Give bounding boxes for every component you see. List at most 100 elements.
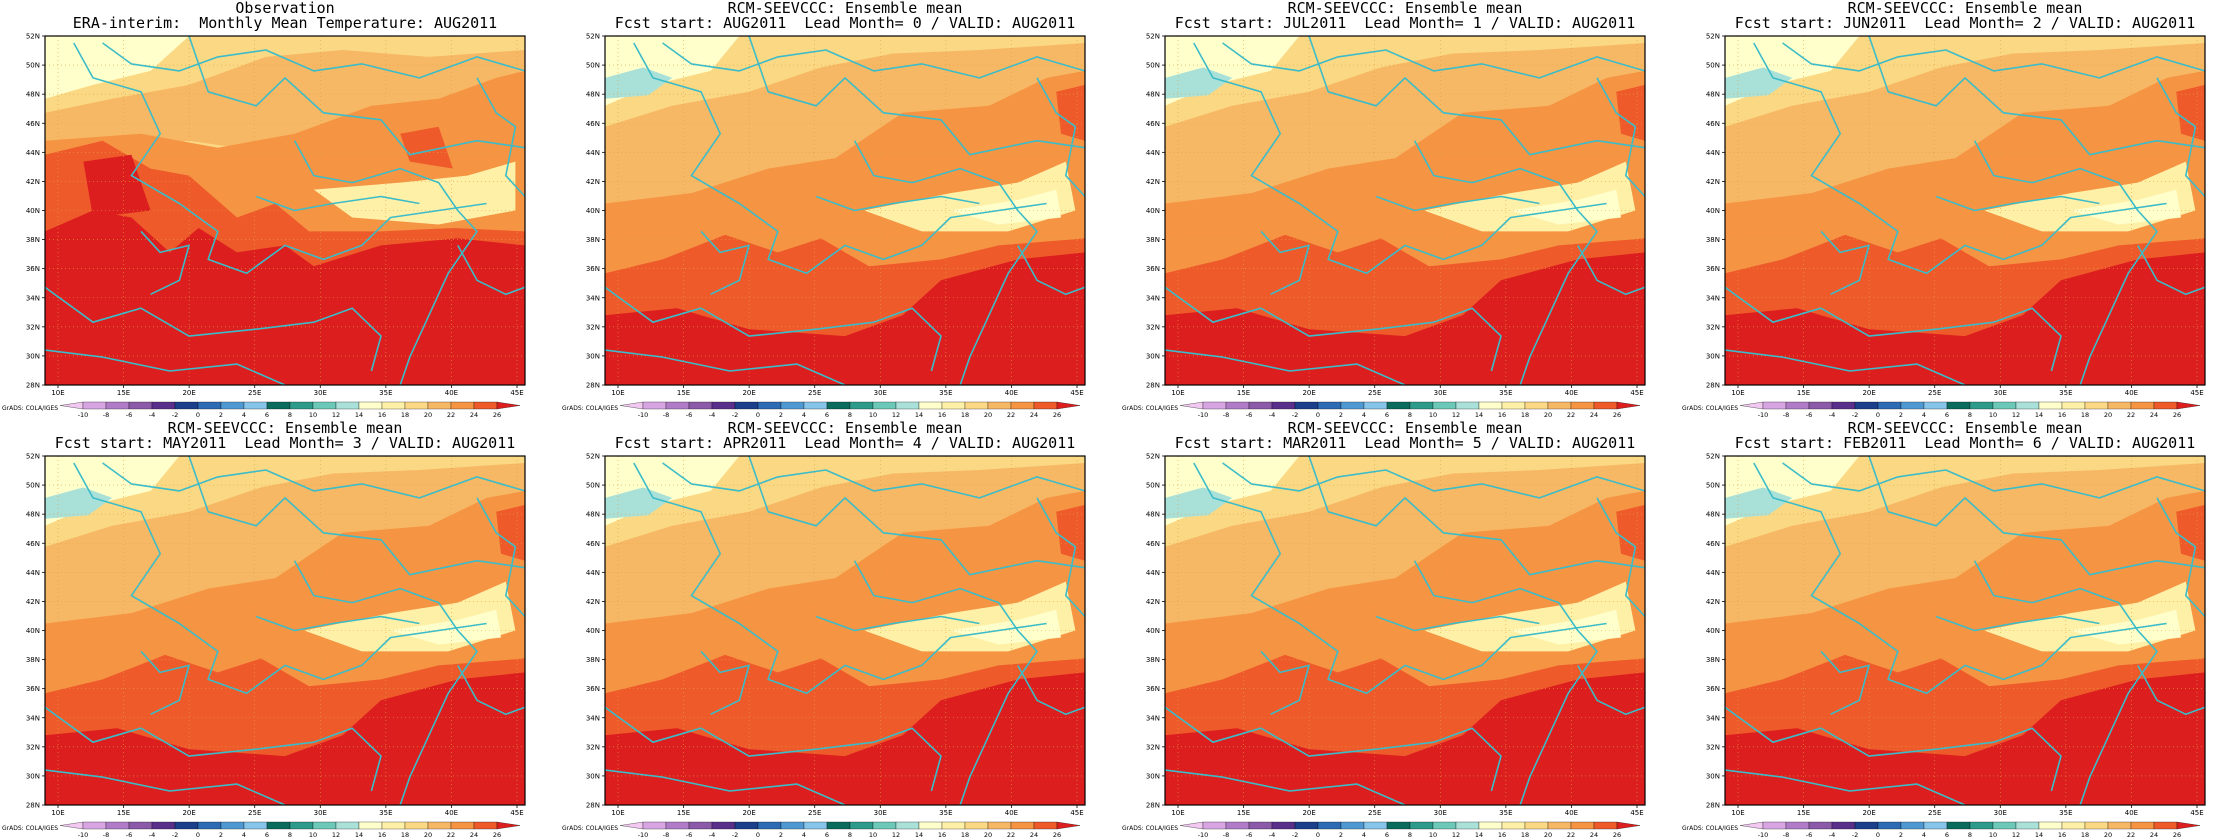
lat-tick-label: 32N <box>1706 743 1720 751</box>
colorbar-label: 26 <box>493 411 501 419</box>
coastline <box>1753 462 2167 695</box>
lon-tick-label: 25E <box>1928 809 1941 817</box>
colorbar-label: -10 <box>638 831 649 839</box>
coastline <box>45 286 382 372</box>
coastline <box>1375 615 1540 632</box>
colorbar-label: 0 <box>196 831 200 839</box>
colorbar-label: -4 <box>709 831 715 839</box>
lon-tick-label: 15E <box>1237 809 1250 817</box>
lat-tick-label: 34N <box>1706 294 1720 302</box>
lon-tick-label: 10E <box>51 389 64 397</box>
colorbar-swatch <box>1294 821 1319 830</box>
coastline <box>1036 497 1085 618</box>
colorbar-label: 20 <box>424 411 432 419</box>
colorbar-swatch <box>1877 821 1902 830</box>
coastline <box>2137 245 2205 296</box>
colorbar-swatch <box>1570 401 1595 410</box>
colorbar-label: 10 <box>309 831 317 839</box>
coastline <box>140 230 190 296</box>
lon-tick-label: 20E <box>182 389 195 397</box>
colorbar-label: 2 <box>1339 831 1343 839</box>
colorbar-label: -6 <box>686 831 692 839</box>
contour-band-26-east <box>1616 504 1645 561</box>
coastline <box>255 195 420 212</box>
colorbar-label: 8 <box>848 831 852 839</box>
colorbar-label: 6 <box>1945 831 1949 839</box>
lat-tick-label: 38N <box>1146 236 1160 244</box>
contour-band-26-east <box>1056 84 1085 141</box>
lat-tick-label: 44N <box>26 569 40 577</box>
lat-tick-label: 28N <box>586 802 600 810</box>
lat-tick-label: 32N <box>586 743 600 751</box>
colorbar-label: 24 <box>2150 831 2158 839</box>
colorbar-label: 22 <box>1567 411 1575 419</box>
coastline <box>605 706 942 792</box>
colorbar-arrow-low <box>1179 821 1204 830</box>
contour-band-26-east <box>1616 84 1645 141</box>
colorbar-label: -4 <box>1829 831 1835 839</box>
coastline <box>605 349 846 385</box>
colorbar-swatch <box>82 401 107 410</box>
colorbar-swatch <box>2061 401 2086 410</box>
colorbar-label: 18 <box>1521 831 1529 839</box>
coastline <box>1973 140 2158 385</box>
colorbar-swatch <box>1762 401 1787 410</box>
colorbar-swatch <box>1340 401 1365 410</box>
coastline <box>1725 769 1966 805</box>
lat-tick-label: 28N <box>586 382 600 390</box>
colorbar-label: 0 <box>1316 831 1320 839</box>
coastline <box>1193 462 1607 695</box>
lon-tick-label: 10E <box>611 809 624 817</box>
coastline <box>1413 140 1598 385</box>
contour-field <box>1165 456 1645 805</box>
lat-tick-label: 46N <box>26 540 40 548</box>
colorbar-swatch <box>427 401 452 410</box>
lon-tick-label: 25E <box>1368 809 1381 817</box>
coastline <box>1165 349 1406 385</box>
contour-field <box>1725 456 2205 805</box>
colorbar-label: -10 <box>1198 411 1209 419</box>
colorbar-label: 8 <box>1408 831 1412 839</box>
colorbar-label: 6 <box>1945 411 1949 419</box>
colorbar-label: 8 <box>288 411 292 419</box>
colorbar-swatch <box>174 821 199 830</box>
contour-field <box>45 456 525 805</box>
colorbar-swatch <box>2015 401 2040 410</box>
colorbar-label: -10 <box>78 831 89 839</box>
colorbar-swatch <box>1808 821 1833 830</box>
colorbar-label: 20 <box>984 411 992 419</box>
lon-tick-label: 35E <box>939 389 952 397</box>
contour-band-16-east <box>390 609 501 645</box>
colorbar-swatch <box>1340 821 1365 830</box>
lon-tick-label: 15E <box>1797 389 1810 397</box>
colorbar-swatch <box>473 401 498 410</box>
colorbar-swatch <box>1501 401 1526 410</box>
colorbar-label: 16 <box>1498 831 1506 839</box>
contour-band-26-east <box>1056 504 1085 561</box>
colorbar-label: 2 <box>779 831 783 839</box>
lat-tick-label: 38N <box>586 656 600 664</box>
coastline <box>1222 42 1645 79</box>
colorbar-label: 2 <box>1899 411 1903 419</box>
lat-tick-label: 28N <box>1146 382 1160 390</box>
lon-tick-label: 35E <box>939 809 952 817</box>
lat-tick-label: 34N <box>1146 294 1160 302</box>
colorbar-swatch <box>734 401 759 410</box>
colorbar-label: -4 <box>149 411 155 419</box>
coastline <box>1753 42 2167 275</box>
colorbar-label: -10 <box>1198 831 1209 839</box>
coastline <box>293 140 478 385</box>
colorbar-label: 20 <box>1544 411 1552 419</box>
colorbar-swatch <box>220 401 245 410</box>
colorbar-swatch <box>1386 821 1411 830</box>
colorbar-label: 16 <box>2058 831 2066 839</box>
colorbar-label: -4 <box>149 831 155 839</box>
colorbar-swatch <box>82 821 107 830</box>
colorbar-label: 18 <box>2081 411 2089 419</box>
colorbar-label: 22 <box>2127 411 2135 419</box>
colorbar-swatch <box>1202 821 1227 830</box>
lon-tick-label: 45E <box>1070 809 1083 817</box>
colorbar-arrow-high <box>1056 821 1081 830</box>
colorbar-label: 22 <box>1567 831 1575 839</box>
colorbar-swatch <box>197 401 222 410</box>
